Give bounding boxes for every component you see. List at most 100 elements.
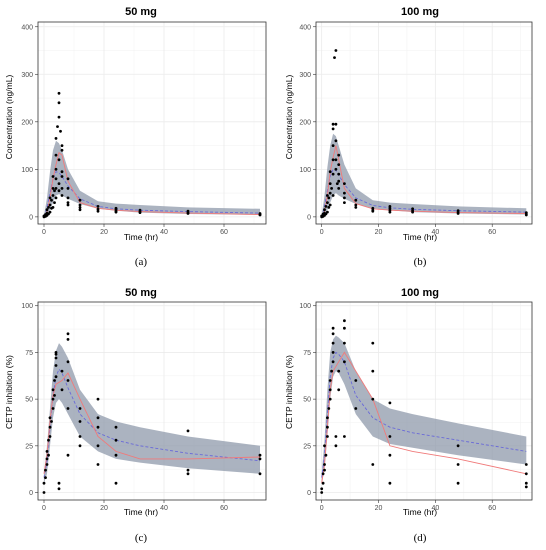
data-point <box>53 201 56 205</box>
data-point <box>78 206 82 209</box>
x-tick-label: 60 <box>488 229 496 236</box>
data-point <box>388 453 392 457</box>
data-point <box>57 189 61 193</box>
data-point <box>51 187 55 190</box>
data-point <box>524 485 528 489</box>
data-point <box>334 435 338 438</box>
y-tick-label: 300 <box>21 72 33 79</box>
y-tick-label: 400 <box>299 24 311 31</box>
data-point <box>456 212 460 215</box>
x-tick-label: 0 <box>320 229 324 236</box>
prediction-band <box>44 140 260 217</box>
data-point <box>66 201 70 205</box>
data-point <box>524 472 528 476</box>
data-point <box>328 397 332 401</box>
data-point <box>48 196 52 200</box>
plot-area-a: 0 20 40 60 0 100 200 300 400 <box>21 21 267 236</box>
data-point <box>51 206 55 209</box>
panel-b: 100 mg Concentration (ng/mL) Time (hr) (… <box>284 6 533 268</box>
data-point <box>320 491 324 494</box>
data-point <box>323 208 326 212</box>
data-point <box>343 435 346 438</box>
data-point <box>334 139 338 143</box>
data-point <box>50 198 53 202</box>
data-point <box>337 388 341 392</box>
plot-area-c: 0 20 40 60 0 25 50 75 100 <box>21 301 267 512</box>
data-point <box>371 397 375 401</box>
data-point <box>57 91 61 95</box>
data-point <box>337 163 341 167</box>
data-point <box>337 172 341 176</box>
data-point <box>66 203 70 207</box>
x-tick-label: 0 <box>42 229 46 236</box>
data-point <box>335 182 339 186</box>
panel-caption: (b) <box>414 256 427 268</box>
data-point <box>186 468 190 472</box>
data-point <box>371 463 375 466</box>
data-point <box>57 182 61 186</box>
y-tick-label: 200 <box>21 119 33 126</box>
data-point <box>327 196 331 200</box>
data-point <box>388 401 392 405</box>
data-point <box>331 122 335 126</box>
plot-area-b: 0 20 40 60 0 100 200 300 400 <box>299 21 533 236</box>
data-point <box>337 153 341 157</box>
data-point <box>51 175 55 178</box>
data-point <box>326 194 329 197</box>
panel-title: 50 mg <box>125 287 157 299</box>
data-point <box>78 420 82 423</box>
data-point <box>331 144 335 148</box>
data-point <box>45 450 49 453</box>
data-point <box>343 182 346 186</box>
data-point <box>327 206 331 209</box>
predicted-median-line <box>43 171 261 217</box>
x-axis-label: Time (hr) <box>403 232 437 242</box>
data-point <box>258 453 262 457</box>
data-point <box>51 194 55 197</box>
x-tick-label: 40 <box>431 505 439 512</box>
data-point <box>186 212 190 215</box>
panel-caption: (a) <box>135 256 148 268</box>
panel-border <box>37 301 267 501</box>
x-tick-label: 20 <box>100 505 108 512</box>
y-axis-label: Concentration (ng/mL) <box>284 75 294 160</box>
data-point <box>323 444 326 448</box>
data-point <box>326 201 329 205</box>
panel-title: 50 mg <box>125 6 157 18</box>
y-tick-label: 300 <box>299 72 311 79</box>
data-point <box>47 453 50 457</box>
data-point <box>66 453 70 457</box>
y-axis-label: Concentration (ng/mL) <box>4 75 14 160</box>
y-tick-label: 0 <box>307 490 311 497</box>
data-point <box>45 463 49 466</box>
data-point <box>42 491 46 494</box>
predicted-median-line <box>321 168 527 217</box>
data-point <box>51 407 55 410</box>
y-tick-label: 100 <box>21 303 33 310</box>
y-tick-label: 100 <box>299 303 311 310</box>
x-axis-label: Time (hr) <box>124 232 158 242</box>
data-point <box>54 364 58 367</box>
data-point <box>326 435 329 438</box>
data-point <box>331 360 335 364</box>
data-point <box>324 205 328 208</box>
data-point <box>47 438 50 442</box>
y-tick-label: 25 <box>25 443 33 450</box>
data-point <box>337 179 341 183</box>
data-point <box>96 209 100 213</box>
data-point <box>334 49 338 52</box>
data-point <box>60 369 64 373</box>
data-point <box>57 487 61 491</box>
data-point <box>60 175 64 178</box>
data-point <box>258 457 262 461</box>
data-point <box>328 379 332 382</box>
data-point <box>343 326 346 330</box>
y-tick-label: 50 <box>25 397 33 404</box>
y-tick-label: 100 <box>299 167 311 174</box>
plot-area-d: 0 20 40 60 0 25 50 75 100 <box>299 301 533 512</box>
data-point <box>47 206 50 209</box>
data-point <box>66 407 70 410</box>
data-point <box>48 425 52 429</box>
data-point <box>337 369 341 373</box>
data-point <box>323 468 326 472</box>
